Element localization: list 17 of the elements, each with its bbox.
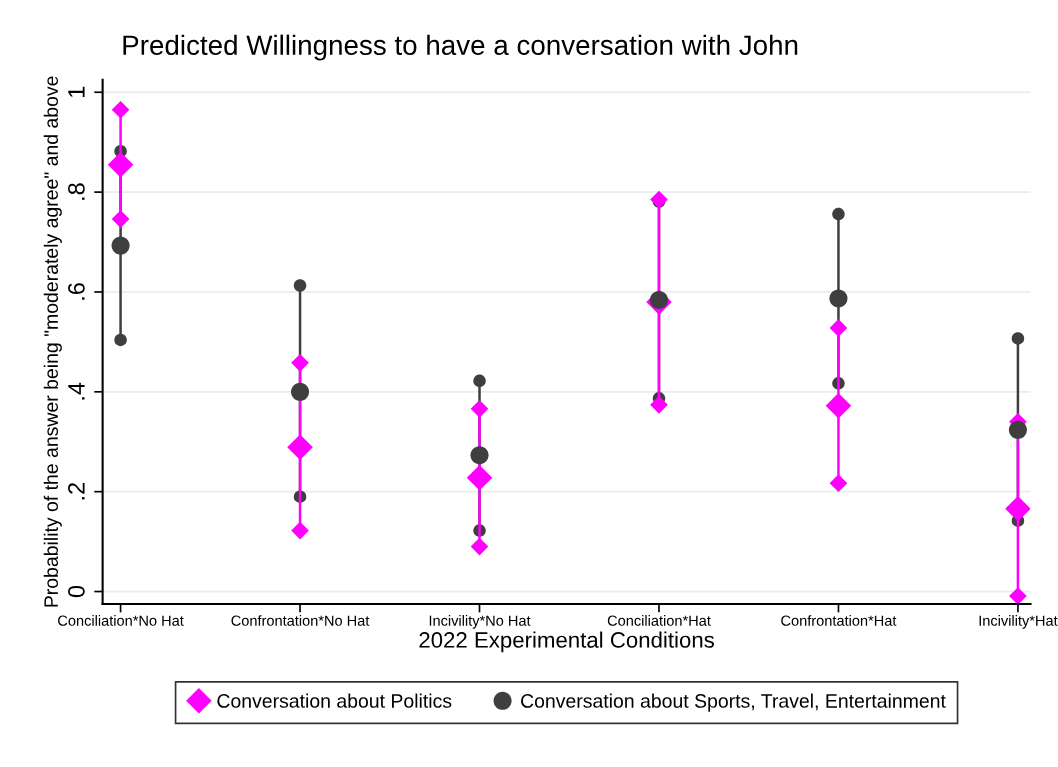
y-tick-label: .4 xyxy=(68,382,85,400)
legend-label: Conversation about Sports, Travel, Entertainment xyxy=(521,693,946,712)
x-tick-label: Incivility*Hat xyxy=(979,615,1058,629)
legend-label: Conversation about Politics xyxy=(217,693,452,708)
chart-title: Predicted Willingness to have a conversation with John xyxy=(123,34,798,61)
x-tick-label: Confrontation*No Hat xyxy=(231,615,370,626)
y-axis-title: Probability of the answer being "moderately agree" and above xyxy=(43,76,62,607)
x-tick-label: Conciliation*Hat xyxy=(607,615,711,626)
y-tick-label: 1 xyxy=(68,86,85,98)
x-tick-label: Incivility*No Hat xyxy=(429,615,531,629)
x-axis-title: 2022 Experimental Conditions xyxy=(419,631,714,653)
y-tick-label: .8 xyxy=(68,183,85,200)
y-tick-label: 0 xyxy=(68,585,85,598)
x-tick-label: Conciliation*No Hat xyxy=(58,615,184,626)
y-tick-label: .6 xyxy=(68,283,85,300)
y-tick-label: .2 xyxy=(68,483,85,500)
x-tick-label: Confrontation*Hat xyxy=(781,615,897,626)
